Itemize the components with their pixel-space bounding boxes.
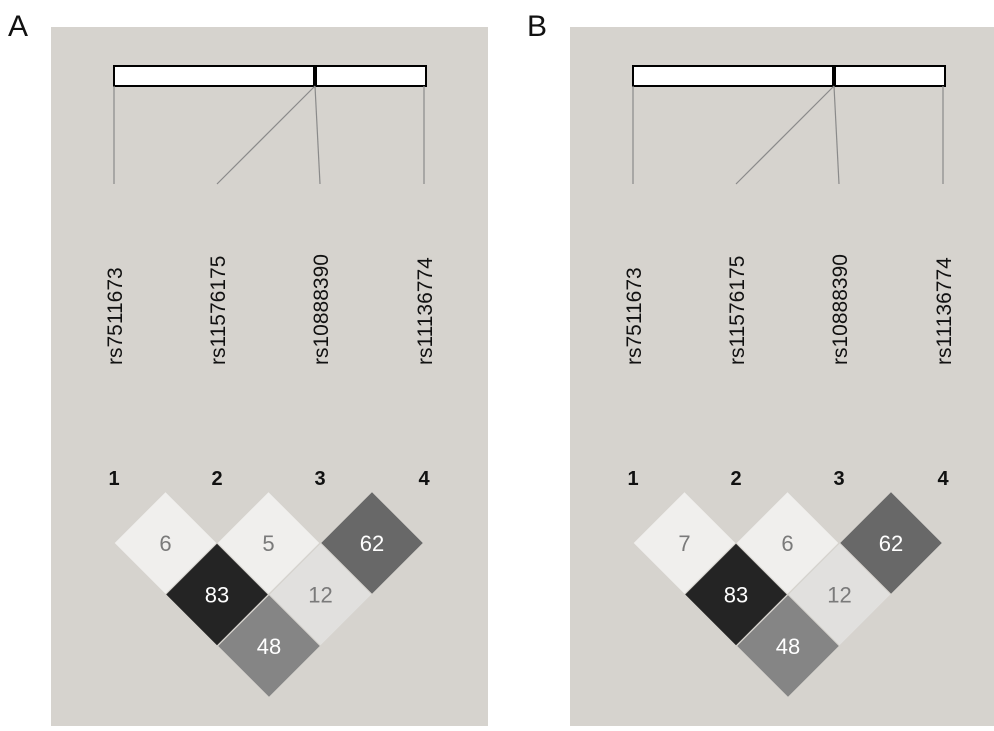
ld-diamond bbox=[216, 593, 322, 699]
snp-connector-line bbox=[735, 85, 835, 185]
snp-label: rs10888390 bbox=[310, 254, 333, 365]
snp-index: 3 bbox=[314, 468, 325, 490]
ld-value: 48 bbox=[776, 634, 800, 659]
snp-connector-line bbox=[216, 85, 316, 185]
snp-index: 1 bbox=[108, 468, 119, 490]
ld-value: 12 bbox=[308, 583, 332, 608]
ld-plot-b: rs7511673 rs11576175 rs10888390 rs11136774 1… bbox=[623, 65, 956, 699]
snp-label: rs11136774 bbox=[933, 257, 956, 365]
ld-value: 62 bbox=[360, 531, 384, 556]
panel-a-letter: A bbox=[8, 10, 29, 43]
ld-panel-a: rs7511673 rs11576175 rs10888390 rs11136774 1… bbox=[51, 27, 488, 726]
snp-label: rs10888390 bbox=[829, 254, 852, 365]
panel-b-letter: B bbox=[527, 10, 548, 43]
ld-value: 83 bbox=[205, 583, 229, 608]
snp-index: 4 bbox=[937, 468, 949, 490]
chromosome-bar bbox=[113, 65, 427, 87]
ld-value: 62 bbox=[879, 531, 903, 556]
ld-panel-b: rs7511673 rs11576175 rs10888390 rs11136774 1… bbox=[570, 27, 994, 726]
snp-index: 4 bbox=[418, 468, 430, 490]
snp-label: rs7511673 bbox=[104, 267, 127, 365]
snp-label: rs11576175 bbox=[207, 256, 230, 365]
snp-connector-line bbox=[833, 85, 840, 185]
snp-index: 3 bbox=[833, 468, 844, 490]
ld-value: 7 bbox=[678, 531, 690, 556]
ld-value: 6 bbox=[159, 531, 171, 556]
ld-diamond bbox=[735, 593, 841, 699]
chromosome-bar bbox=[632, 65, 946, 87]
snp-label: rs11576175 bbox=[726, 256, 749, 365]
ld-plot-a: rs7511673 rs11576175 rs10888390 rs11136774 1… bbox=[104, 65, 437, 699]
ld-cell: 48 bbox=[216, 593, 322, 699]
ld-value: 12 bbox=[827, 583, 851, 608]
snp-label: rs7511673 bbox=[623, 267, 646, 365]
snp-index: 2 bbox=[211, 468, 222, 490]
ld-value: 5 bbox=[262, 531, 274, 556]
ld-value: 83 bbox=[724, 583, 748, 608]
snp-connector-line bbox=[314, 85, 321, 185]
ld-cell: 48 bbox=[735, 593, 841, 699]
snp-index: 1 bbox=[627, 468, 638, 490]
ld-value: 6 bbox=[781, 531, 793, 556]
snp-label: rs11136774 bbox=[414, 257, 437, 365]
snp-index: 2 bbox=[730, 468, 741, 490]
ld-value: 48 bbox=[257, 634, 281, 659]
